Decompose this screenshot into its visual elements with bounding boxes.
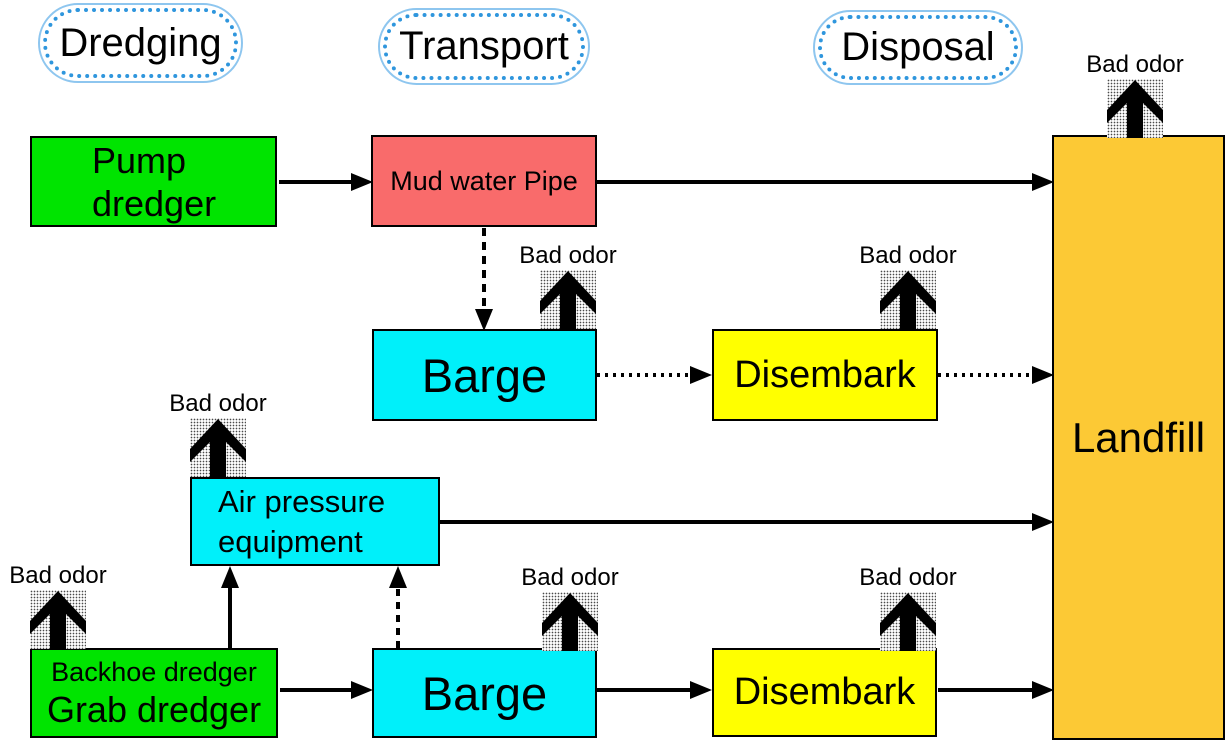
node-backhoe-grab-dredger: Backhoe dredger Grab dredger (30, 648, 278, 738)
bad-odor-marker-disembark-top: Bad odor (848, 243, 968, 329)
disembark-bottom-label: Disembark (733, 671, 916, 713)
air-pressure-line2: equipment (218, 523, 363, 559)
connector-barge-to-disembark-bottom (597, 681, 712, 699)
grab-dredger-label: Grab dredger (46, 689, 262, 730)
connector-barge-to-airpressure-dashed (389, 566, 407, 648)
bad-odor-marker-barge-bottom: Bad odor (510, 565, 630, 651)
bad-odor-label: Bad odor (521, 564, 619, 591)
node-barge-bottom: Barge (372, 648, 597, 738)
connector-disembark-bottom-to-landfill (938, 681, 1054, 699)
connector-grab-to-barge (280, 681, 373, 699)
pump-dredger-line2: dredger (92, 182, 217, 224)
stage-pill-disposal: Disposal (813, 10, 1023, 85)
connector-disembark-to-landfill-dotted (938, 366, 1054, 384)
bad-odor-up-arrow-icon (30, 590, 86, 649)
node-pump-dredger: Pump dredger (30, 136, 277, 227)
bad-odor-up-arrow-icon (880, 592, 936, 651)
bad-odor-label: Bad odor (859, 242, 957, 269)
bad-odor-up-arrow-icon (880, 270, 936, 329)
connector-pipe-to-barge-dashed (475, 228, 493, 331)
node-landfill: Landfill (1052, 135, 1225, 740)
bad-odor-marker-barge-top: Bad odor (508, 243, 628, 329)
barge-top-label: Barge (421, 348, 548, 402)
bad-odor-marker-disembark-bottom: Bad odor (848, 565, 968, 651)
node-mud-water-pipe: Mud water Pipe (371, 135, 597, 227)
node-air-pressure-equipment: Air pressure equipment (190, 477, 440, 566)
air-pressure-line1: Air pressure (218, 483, 386, 519)
mud-water-pipe-label: Mud water Pipe (390, 165, 578, 196)
bad-odor-label: Bad odor (859, 564, 957, 591)
bad-odor-marker-air-pressure: Bad odor (158, 391, 278, 477)
bad-odor-up-arrow-icon (542, 592, 598, 651)
bad-odor-marker-grab-dredger: Bad odor (0, 563, 118, 649)
bad-odor-up-arrow-icon (540, 270, 596, 329)
landfill-label: Landfill (1071, 413, 1206, 461)
connector-pump-to-pipe (279, 173, 373, 191)
barge-bottom-label: Barge (421, 666, 548, 720)
bad-odor-label: Bad odor (9, 562, 107, 589)
pump-dredger-line1: Pump (92, 139, 187, 181)
bad-odor-label: Bad odor (519, 242, 617, 269)
node-disembark-top: Disembark (712, 329, 938, 421)
bad-odor-marker-landfill: Bad odor (1075, 52, 1195, 138)
stage-label-dredging: Dredging (59, 20, 222, 65)
stage-label-transport: Transport (399, 24, 569, 68)
bad-odor-up-arrow-icon (1107, 79, 1163, 138)
bad-odor-label: Bad odor (1086, 51, 1184, 78)
stage-pill-dredging: Dredging (38, 3, 243, 83)
node-barge-top: Barge (372, 329, 597, 421)
backhoe-dredger-label: Backhoe dredger (51, 657, 257, 687)
connector-pipe-to-landfill (597, 173, 1054, 191)
stage-pill-transport: Transport (378, 8, 590, 85)
node-disembark-bottom: Disembark (712, 648, 937, 737)
bad-odor-up-arrow-icon (190, 418, 246, 477)
disembark-top-label: Disembark (734, 353, 916, 396)
stage-label-disposal: Disposal (841, 25, 995, 69)
connector-barge-to-disembark-dotted (597, 366, 712, 384)
connector-grab-to-airpressure (221, 566, 239, 648)
bad-odor-label: Bad odor (169, 390, 267, 417)
connector-airpressure-to-landfill (440, 513, 1054, 531)
